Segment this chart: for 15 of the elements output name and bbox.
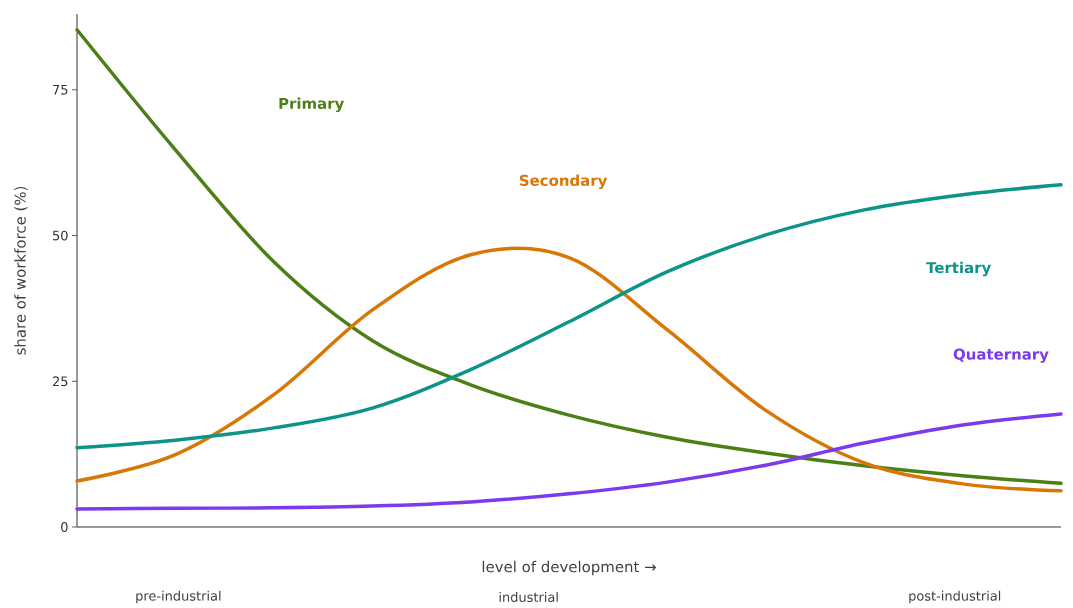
text: post-industrial [909, 590, 1001, 604]
x-axis-title: level of development → [482, 560, 656, 576]
text: Tertiary [926, 261, 991, 277]
text: pre-industrial [136, 590, 221, 604]
text: Secondary [519, 174, 608, 190]
line-series [75, 27, 1063, 486]
y-tick-label: 50 [53, 230, 68, 241]
text: Primary [279, 97, 345, 113]
text: Quaternary [953, 348, 1049, 363]
y-axis-title: share of workforce (%) [14, 186, 28, 355]
line-series [75, 412, 1063, 511]
y-tick-label: 75 [53, 84, 68, 95]
y-tick-label: 0 [61, 522, 68, 532]
text: industrial [499, 591, 558, 603]
y-tick-label: 25 [52, 376, 68, 387]
